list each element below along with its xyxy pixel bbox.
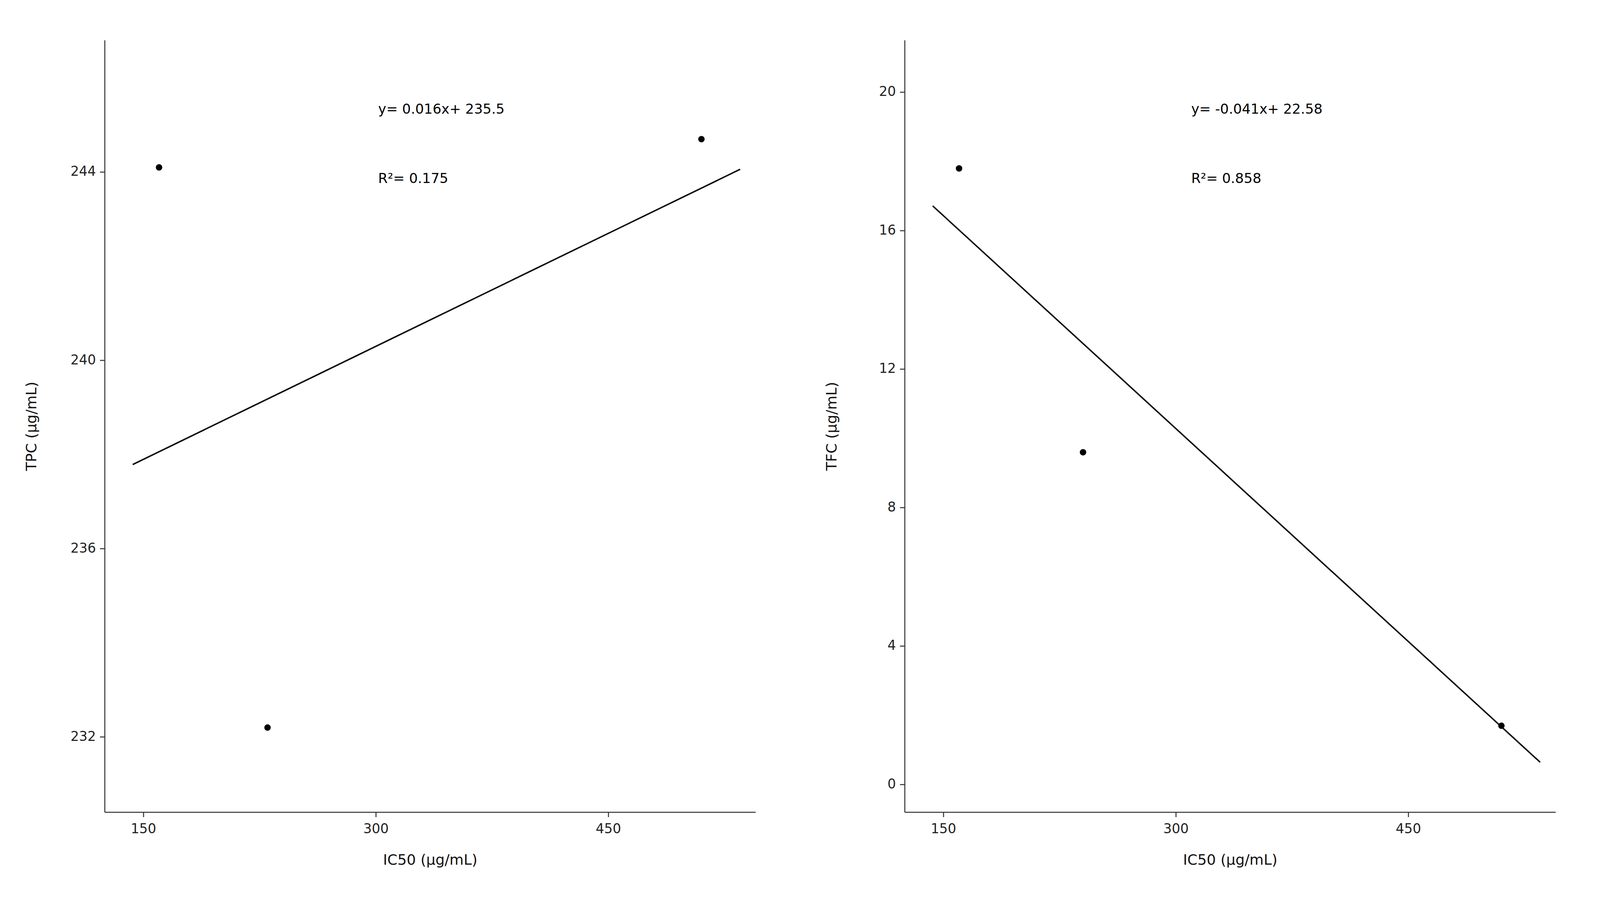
x-tick	[1408, 812, 1410, 818]
regression-line	[132, 169, 741, 465]
y-tick-label: 240	[70, 351, 96, 368]
x-tick-label: 150	[930, 820, 957, 837]
x-axis-line	[905, 811, 1557, 814]
y-tick	[99, 359, 105, 362]
x-tick-label: 450	[595, 820, 622, 837]
y-tick	[900, 645, 906, 648]
y-axis-label: TFC (µg/mL)	[823, 381, 840, 471]
y-tick-label: 244	[70, 163, 96, 179]
y-tick	[900, 368, 906, 371]
y-tick	[900, 230, 906, 232]
y-tick-label: 0	[887, 776, 897, 792]
y-tick-label: 20	[879, 83, 897, 100]
scatter-point	[955, 165, 963, 172]
regression-line	[932, 205, 1541, 763]
x-tick-label: 300	[363, 820, 389, 837]
y-axis-label: TPC (µg/mL)	[22, 381, 40, 472]
background	[0, 0, 1600, 905]
panel: 150 300 450 232 236 240 244 IC50 (µg/mL) TPC (µg…	[22, 40, 756, 868]
annotation: y= -0.041x+ 22.58	[1191, 100, 1323, 117]
y-tick-label: 16	[879, 222, 897, 238]
x-tick	[607, 812, 610, 818]
x-tick	[942, 812, 945, 818]
y-tick-label: 232	[70, 728, 96, 745]
y-axis-line	[104, 40, 106, 813]
y-tick-label: 8	[887, 499, 897, 515]
scatter-point	[698, 135, 705, 143]
scatter-point	[264, 724, 271, 731]
y-tick	[99, 548, 105, 550]
scatter-point	[156, 164, 163, 171]
plot-area	[132, 135, 741, 731]
y-tick	[99, 736, 105, 738]
y-tick-label: 4	[887, 637, 897, 654]
x-tick	[375, 812, 377, 818]
y-tick-label: 12	[879, 360, 897, 377]
y-tick	[99, 171, 105, 173]
x-axis-line	[104, 811, 756, 814]
x-tick-label: 450	[1395, 820, 1422, 837]
plot-area	[932, 165, 1541, 763]
x-axis-label: IC50 (µg/mL)	[382, 851, 478, 868]
y-tick-label: 236	[70, 540, 96, 556]
panel: 150 300 450 0 4 8 12 16 20 IC50 (µg/mL) TFC (µg/mL…	[823, 40, 1557, 868]
scatter-point	[1079, 449, 1087, 456]
annotation: R²= 0.175	[378, 170, 449, 187]
y-tick	[900, 784, 906, 786]
annotation: y= 0.016x+ 235.5	[378, 100, 505, 117]
y-tick	[900, 507, 906, 509]
x-tick-label: 150	[131, 820, 157, 837]
figure: 150 300 450 232 236 240 244 IC50 (µg/mL) TPC (µg…	[0, 0, 1600, 905]
y-axis-line	[904, 40, 906, 813]
x-axis-label: IC50 (µg/mL)	[1183, 851, 1278, 868]
x-tick	[1175, 812, 1177, 818]
x-tick-label: 300	[1163, 820, 1189, 837]
annotation: R²= 0.858	[1191, 170, 1262, 187]
scatter-point	[1498, 722, 1505, 729]
y-tick	[900, 91, 906, 94]
x-tick	[143, 812, 145, 818]
